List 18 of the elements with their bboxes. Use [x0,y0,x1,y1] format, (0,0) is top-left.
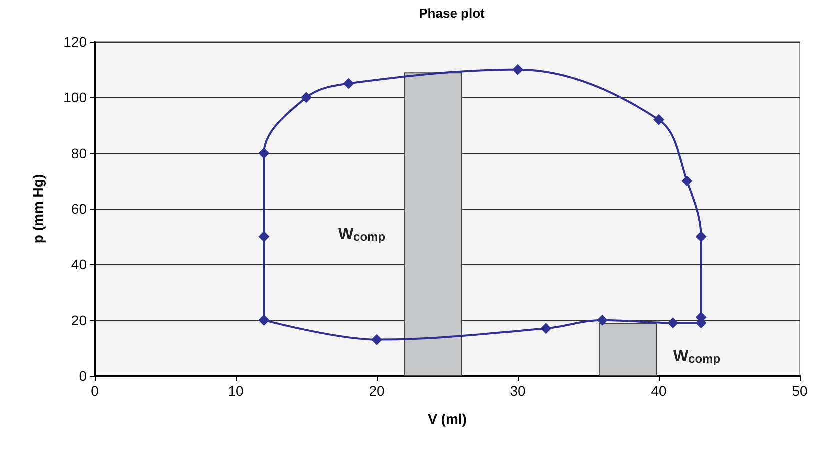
chart-title: Phase plot [419,6,486,21]
y-tick-label: 120 [64,34,88,50]
y-tick-label: 0 [79,368,88,384]
x-tick-label: 50 [792,383,808,399]
y-axis-title: p (mm Hg) [30,174,46,244]
x-tick-label: 0 [91,383,100,399]
annotation: Wcomp [338,226,386,244]
x-tick-label: 20 [369,383,385,399]
y-tick-label: 60 [71,201,88,217]
y-tick-label: 40 [71,256,88,273]
x-axis-title: V (ml) [428,411,467,427]
x-tick-label: 30 [510,383,526,399]
x-tick-label: 40 [651,383,667,399]
x-tick-label: 10 [228,383,244,399]
y-tick-label: 80 [71,145,88,162]
y-tick-label: 100 [64,90,88,106]
y-tick-label: 20 [71,312,88,328]
annotation: Wcomp [673,348,721,366]
